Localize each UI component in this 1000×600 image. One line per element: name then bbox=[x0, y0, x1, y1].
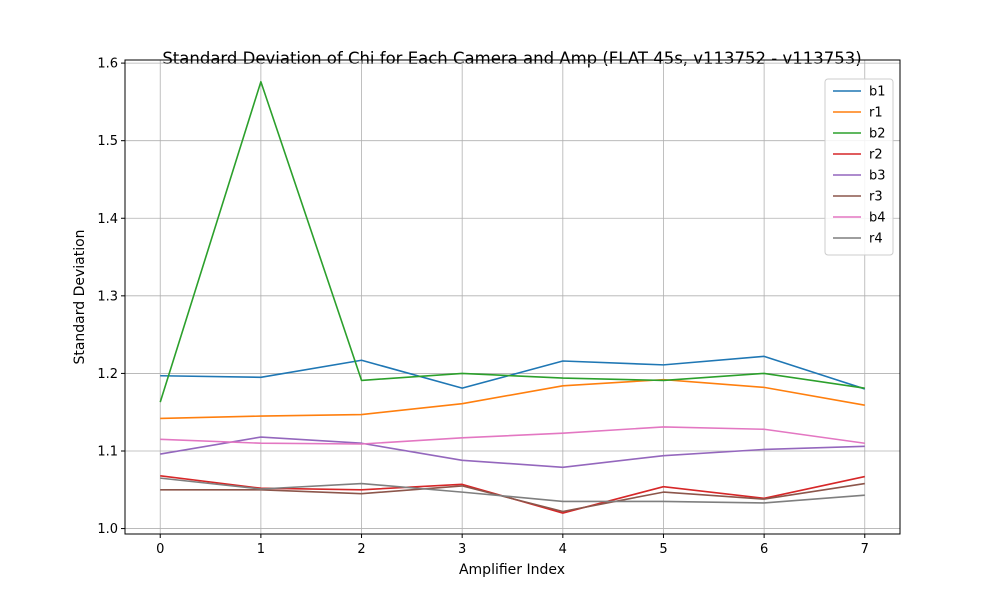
x-tick-label: 4 bbox=[559, 542, 567, 557]
legend-label-r3: r3 bbox=[869, 190, 883, 205]
plot-frame bbox=[124, 59, 901, 535]
series-line-r1 bbox=[160, 378, 865, 420]
x-tick-label: 6 bbox=[760, 542, 768, 557]
series-lines bbox=[159, 80, 866, 514]
x-tick-label: 7 bbox=[861, 542, 869, 557]
y-axis-label: Standard Deviation bbox=[72, 229, 88, 364]
series-line-b2 bbox=[159, 80, 865, 403]
legend-box bbox=[824, 78, 894, 256]
y-tick-label: 1.0 bbox=[97, 522, 118, 537]
x-tick-label: 0 bbox=[156, 542, 164, 557]
y-axis: 1.0 1.1 1.2 1.3 1.4 1.5 1.6 bbox=[97, 57, 125, 537]
legend-label-r1: r1 bbox=[869, 106, 883, 121]
y-tick-label: 1.2 bbox=[97, 367, 118, 382]
x-tick-label: 5 bbox=[659, 542, 667, 557]
series-line-r4 bbox=[160, 477, 865, 504]
x-tick-label: 1 bbox=[257, 542, 265, 557]
legend-label-b4: b4 bbox=[869, 211, 886, 226]
legend: b1 r1 b2 r2 b3 r3 b4 r4 bbox=[824, 78, 894, 256]
legend-label-b3: b3 bbox=[869, 169, 886, 184]
series-line-b3 bbox=[160, 436, 865, 469]
x-axis: 0 1 2 3 4 5 6 7 bbox=[156, 534, 869, 557]
x-tick-label: 2 bbox=[357, 542, 365, 557]
legend-label-r2: r2 bbox=[869, 148, 883, 163]
chart-title: Standard Deviation of Chi for Each Camer… bbox=[162, 49, 861, 68]
y-tick-label: 1.1 bbox=[97, 444, 118, 459]
y-tick-label: 1.6 bbox=[97, 57, 118, 72]
series-line-b1 bbox=[160, 355, 866, 390]
series-line-r2 bbox=[160, 475, 865, 514]
legend-label-r4: r4 bbox=[869, 232, 883, 247]
x-axis-label: Amplifier Index bbox=[459, 562, 565, 578]
y-tick-label: 1.5 bbox=[97, 134, 118, 149]
y-tick-label: 1.3 bbox=[97, 289, 118, 304]
y-tick-label: 1.4 bbox=[97, 212, 118, 227]
legend-label-b1: b1 bbox=[869, 85, 886, 100]
legend-label-b2: b2 bbox=[869, 127, 886, 142]
x-tick-label: 3 bbox=[458, 542, 466, 557]
series-line-r3 bbox=[160, 482, 865, 513]
grid bbox=[125, 60, 900, 534]
series-line-b4 bbox=[160, 426, 865, 445]
